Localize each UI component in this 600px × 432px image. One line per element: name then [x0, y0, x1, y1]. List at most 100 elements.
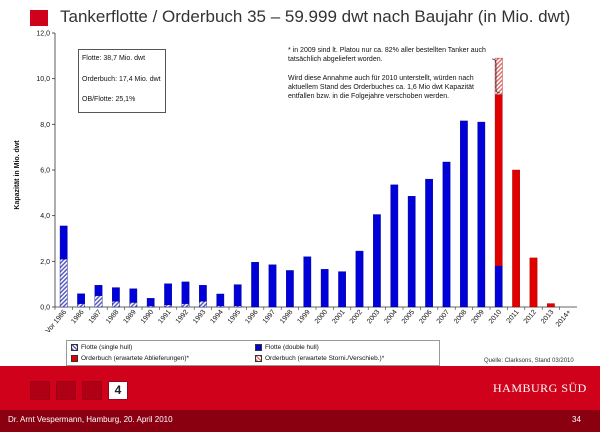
bar-flotte-1988: [112, 301, 120, 308]
x-tick-label: 1995: [227, 309, 242, 326]
bar-flotte-2007: [442, 161, 451, 308]
bar-flotte-1986: [77, 303, 85, 308]
note-delivery-rate: * in 2009 sind lt. Platou nur ca. 82% al…: [288, 47, 486, 63]
note-bracket: [491, 58, 501, 94]
bar-flotte-1987: [94, 285, 103, 296]
bar-flotte-1992: [181, 303, 190, 308]
nav-square-1[interactable]: [30, 381, 50, 400]
source-note: Quelle: Clarksons, Stand 03/2010: [484, 358, 574, 364]
y-axis-label: Kapazität in Mio. dwt: [14, 140, 21, 210]
bar-flotte-vor1986: [59, 258, 68, 308]
footer-page-number: 34: [572, 415, 581, 424]
bar-flotte-1993: [199, 285, 207, 302]
bar-flotte-1995: [233, 284, 242, 307]
legend-double-hull: Flotte (double hull): [265, 344, 319, 351]
x-tick-label: 2005: [401, 309, 416, 326]
bar-orderbuch-2012: [529, 257, 538, 308]
x-tick-label: 2009: [470, 309, 485, 326]
x-tick-label: 1987: [88, 309, 103, 326]
bar-flotte-1994: [216, 293, 225, 307]
bar-flotte-1992: [181, 281, 190, 304]
legend-orderbook: Orderbuch (erwartete Ablieferungen)*: [81, 355, 190, 362]
x-tick-label: 1989: [122, 309, 137, 326]
bar-flotte-1989: [129, 288, 138, 303]
x-tick-label: 2011: [506, 309, 521, 325]
x-tick-label: 2002: [349, 309, 364, 326]
nav-square-2[interactable]: [56, 381, 76, 400]
x-tick-label: 2008: [453, 309, 468, 326]
bar-flotte-2003: [373, 214, 381, 308]
bar-flotte-1991: [164, 304, 172, 308]
summary-box: Flotte: 38,7 Mio. dwt Orderbuch: 17,4 Mi…: [78, 49, 166, 113]
bar-flotte-1988: [112, 287, 120, 302]
x-tick-label: 2013: [540, 309, 555, 326]
bar-flotte-1999: [303, 256, 312, 308]
bar-flotte-2004: [390, 184, 399, 308]
bar-flotte-1989: [129, 302, 138, 308]
x-tick-label: 2003: [366, 309, 381, 326]
x-tick-label: 2007: [436, 309, 451, 326]
orderbook-total: Orderbuch: 17,4 Mio. dwt: [82, 76, 161, 83]
bar-flotte-2002: [355, 250, 364, 308]
bar-flotte-1998: [286, 270, 294, 308]
x-tick-label: 1991: [157, 309, 172, 326]
x-tick-label: 2014+: [555, 309, 573, 329]
orderbook-fleet-ratio: OB/Flotte: 25,1%: [82, 96, 136, 103]
x-tick-label: 2012: [523, 309, 538, 326]
bar-flotte-1997: [268, 264, 277, 308]
legend-swatch-orderbook-cancel: [255, 355, 262, 362]
bar-flotte-1987: [94, 295, 103, 308]
bar-orderbuch-2010: [494, 57, 503, 95]
bar-flotte-2006: [425, 178, 433, 308]
x-tick-label: 1999: [296, 309, 311, 326]
bar-flotte-2010: [494, 265, 503, 308]
x-tick-label: 1993: [192, 309, 207, 326]
bar-flotte-2005: [407, 196, 416, 308]
y-tick-label: 0,0: [40, 305, 50, 312]
bar-flotte-1991: [164, 283, 172, 305]
x-tick-label: 2000: [314, 309, 329, 326]
x-tick-label: 1992: [175, 309, 190, 326]
page-title: Tankerflotte / Orderbuch 35 – 59.999 dwt…: [60, 7, 571, 26]
y-tick-label: 8,0: [40, 122, 50, 129]
x-tick-label: 1986: [70, 309, 85, 326]
x-tick-label: 2010: [488, 309, 503, 326]
legend-swatch-double-hull: [255, 344, 262, 351]
hamburg-sued-logo: HAMBURG SÜD: [493, 381, 587, 395]
x-tick-label: 1998: [279, 309, 294, 326]
bar-orderbuch-2010: [494, 94, 503, 267]
chart-legend: Flotte (single hull) Flotte (double hull…: [66, 340, 440, 366]
bar-flotte-2000: [320, 269, 329, 308]
x-tick-label: Vor 1986: [45, 309, 68, 335]
footer-bottom-bar: [0, 410, 600, 432]
y-tick-label: 10,0: [36, 76, 50, 83]
bar-flotte-2008: [460, 120, 468, 308]
y-tick-label: 4,0: [40, 213, 50, 220]
fleet-total: Flotte: 38,7 Mio. dwt: [82, 55, 146, 62]
bar-flotte-vor1986: [59, 225, 68, 260]
note-cancellation: Wird diese Annahme auch für 2010 unterst…: [288, 75, 474, 100]
x-tick-label: 1994: [209, 309, 224, 326]
x-tick-label: 2001: [331, 309, 346, 326]
bar-flotte-2009: [477, 121, 486, 308]
bar-orderbuch-2011: [512, 169, 520, 308]
legend-orderbook-cancel: Orderbuch (erwartete Storni./Verschieb.)…: [265, 355, 385, 362]
title-bar: Tankerflotte / Orderbuch 35 – 59.999 dwt…: [30, 6, 592, 30]
bar-flotte-1986: [77, 293, 85, 304]
x-tick-label: 2006: [418, 309, 433, 326]
bar-orderbuch-2013: [547, 303, 555, 308]
x-tick-label: 2004: [383, 309, 398, 326]
bar-flotte-1993: [199, 301, 207, 308]
x-tick-label: 1990: [140, 309, 155, 326]
bar-flotte-1990: [146, 298, 155, 307]
nav-square-current[interactable]: 4: [108, 381, 128, 400]
y-tick-label: 6,0: [40, 168, 50, 175]
nav-square-3[interactable]: [82, 381, 102, 400]
x-tick-label: 1996: [244, 309, 259, 326]
bar-flotte-2001: [338, 271, 346, 308]
title-marker: [30, 10, 48, 26]
footer-author: Dr. Arnt Vespermann, Hamburg, 20. April …: [8, 415, 173, 424]
y-tick-label: 12,0: [36, 31, 50, 38]
legend-swatch-single-hull: [71, 344, 78, 351]
